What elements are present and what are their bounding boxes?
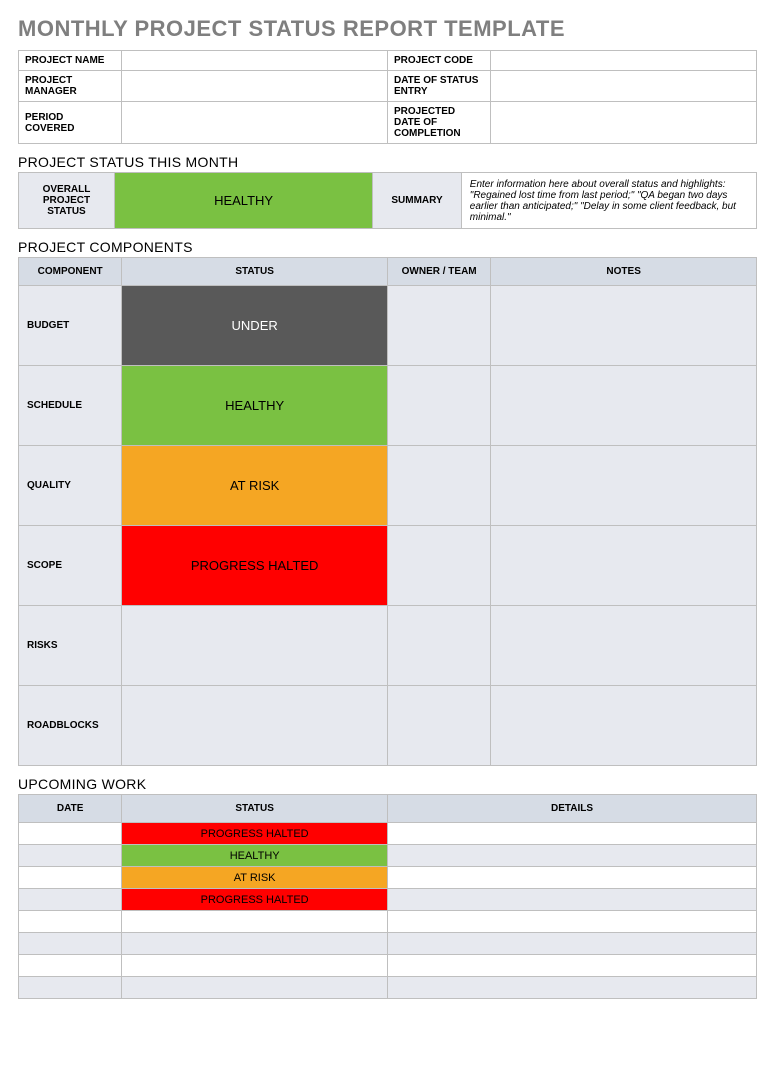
component-status bbox=[122, 686, 388, 766]
upcoming-status: PROGRESS HALTED bbox=[122, 823, 388, 845]
summary-label: SUMMARY bbox=[373, 173, 462, 229]
upcoming-row bbox=[19, 955, 757, 977]
upcoming-details[interactable] bbox=[387, 911, 756, 933]
component-label: BUDGET bbox=[19, 286, 122, 366]
upcoming-date[interactable] bbox=[19, 933, 122, 955]
upcoming-date[interactable] bbox=[19, 867, 122, 889]
upcoming-details[interactable] bbox=[387, 933, 756, 955]
meta-value[interactable] bbox=[122, 51, 388, 71]
meta-row: PROJECT MANAGER DATE OF STATUS ENTRY bbox=[19, 71, 757, 102]
component-label: SCOPE bbox=[19, 526, 122, 606]
upcoming-row: PROGRESS HALTED bbox=[19, 889, 757, 911]
component-row: RISKS bbox=[19, 606, 757, 686]
component-notes[interactable] bbox=[491, 446, 757, 526]
upcoming-col-status: STATUS bbox=[122, 795, 388, 823]
components-col-status: STATUS bbox=[122, 258, 388, 286]
meta-value[interactable] bbox=[491, 102, 757, 144]
component-owner[interactable] bbox=[387, 526, 490, 606]
status-month-table: OVERALL PROJECT STATUS HEALTHY SUMMARY E… bbox=[18, 172, 757, 229]
summary-text: Enter information here about overall sta… bbox=[461, 173, 756, 229]
upcoming-row: HEALTHY bbox=[19, 845, 757, 867]
component-label: ROADBLOCKS bbox=[19, 686, 122, 766]
component-status: HEALTHY bbox=[122, 366, 388, 446]
component-row: BUDGETUNDER bbox=[19, 286, 757, 366]
upcoming-date[interactable] bbox=[19, 977, 122, 999]
upcoming-details[interactable] bbox=[387, 823, 756, 845]
component-status bbox=[122, 606, 388, 686]
upcoming-col-details: DETAILS bbox=[387, 795, 756, 823]
component-notes[interactable] bbox=[491, 526, 757, 606]
meta-value[interactable] bbox=[491, 71, 757, 102]
upcoming-date[interactable] bbox=[19, 823, 122, 845]
component-label: QUALITY bbox=[19, 446, 122, 526]
meta-label: PROJECTED DATE OF COMPLETION bbox=[387, 102, 490, 144]
component-label: SCHEDULE bbox=[19, 366, 122, 446]
component-status: AT RISK bbox=[122, 446, 388, 526]
component-row: QUALITYAT RISK bbox=[19, 446, 757, 526]
upcoming-status bbox=[122, 933, 388, 955]
upcoming-status bbox=[122, 977, 388, 999]
upcoming-date[interactable] bbox=[19, 955, 122, 977]
overall-status-label: OVERALL PROJECT STATUS bbox=[19, 173, 115, 229]
upcoming-status bbox=[122, 911, 388, 933]
upcoming-status bbox=[122, 955, 388, 977]
upcoming-status: PROGRESS HALTED bbox=[122, 889, 388, 911]
upcoming-table: DATE STATUS DETAILS PROGRESS HALTEDHEALT… bbox=[18, 794, 757, 999]
components-col-component: COMPONENT bbox=[19, 258, 122, 286]
upcoming-details[interactable] bbox=[387, 845, 756, 867]
section-status-month: PROJECT STATUS THIS MONTH bbox=[18, 154, 757, 170]
upcoming-details[interactable] bbox=[387, 977, 756, 999]
meta-value[interactable] bbox=[122, 102, 388, 144]
page-title: MONTHLY PROJECT STATUS REPORT TEMPLATE bbox=[18, 16, 757, 42]
components-col-owner: OWNER / TEAM bbox=[387, 258, 490, 286]
meta-label: DATE OF STATUS ENTRY bbox=[387, 71, 490, 102]
upcoming-row bbox=[19, 977, 757, 999]
section-upcoming: UPCOMING WORK bbox=[18, 776, 757, 792]
upcoming-date[interactable] bbox=[19, 889, 122, 911]
upcoming-row: PROGRESS HALTED bbox=[19, 823, 757, 845]
component-owner[interactable] bbox=[387, 446, 490, 526]
components-table: COMPONENT STATUS OWNER / TEAM NOTES BUDG… bbox=[18, 257, 757, 766]
upcoming-details[interactable] bbox=[387, 889, 756, 911]
meta-row: PERIOD COVERED PROJECTED DATE OF COMPLETI… bbox=[19, 102, 757, 144]
component-row: SCHEDULEHEALTHY bbox=[19, 366, 757, 446]
meta-label: PROJECT NAME bbox=[19, 51, 122, 71]
component-row: ROADBLOCKS bbox=[19, 686, 757, 766]
component-row: SCOPEPROGRESS HALTED bbox=[19, 526, 757, 606]
component-notes[interactable] bbox=[491, 286, 757, 366]
component-owner[interactable] bbox=[387, 686, 490, 766]
upcoming-status: HEALTHY bbox=[122, 845, 388, 867]
component-owner[interactable] bbox=[387, 286, 490, 366]
meta-value[interactable] bbox=[122, 71, 388, 102]
meta-value[interactable] bbox=[491, 51, 757, 71]
section-components: PROJECT COMPONENTS bbox=[18, 239, 757, 255]
meta-label: PROJECT CODE bbox=[387, 51, 490, 71]
upcoming-date[interactable] bbox=[19, 845, 122, 867]
meta-row: PROJECT NAME PROJECT CODE bbox=[19, 51, 757, 71]
overall-status-pill: HEALTHY bbox=[114, 173, 372, 229]
upcoming-details[interactable] bbox=[387, 867, 756, 889]
component-notes[interactable] bbox=[491, 366, 757, 446]
component-owner[interactable] bbox=[387, 366, 490, 446]
upcoming-date[interactable] bbox=[19, 911, 122, 933]
component-owner[interactable] bbox=[387, 606, 490, 686]
upcoming-row: AT RISK bbox=[19, 867, 757, 889]
component-status: PROGRESS HALTED bbox=[122, 526, 388, 606]
upcoming-col-date: DATE bbox=[19, 795, 122, 823]
component-status: UNDER bbox=[122, 286, 388, 366]
upcoming-status: AT RISK bbox=[122, 867, 388, 889]
component-label: RISKS bbox=[19, 606, 122, 686]
upcoming-details[interactable] bbox=[387, 955, 756, 977]
component-notes[interactable] bbox=[491, 606, 757, 686]
upcoming-row bbox=[19, 933, 757, 955]
meta-label: PROJECT MANAGER bbox=[19, 71, 122, 102]
component-notes[interactable] bbox=[491, 686, 757, 766]
components-col-notes: NOTES bbox=[491, 258, 757, 286]
meta-label: PERIOD COVERED bbox=[19, 102, 122, 144]
project-meta-table: PROJECT NAME PROJECT CODE PROJECT MANAGER D… bbox=[18, 50, 757, 144]
upcoming-row bbox=[19, 911, 757, 933]
